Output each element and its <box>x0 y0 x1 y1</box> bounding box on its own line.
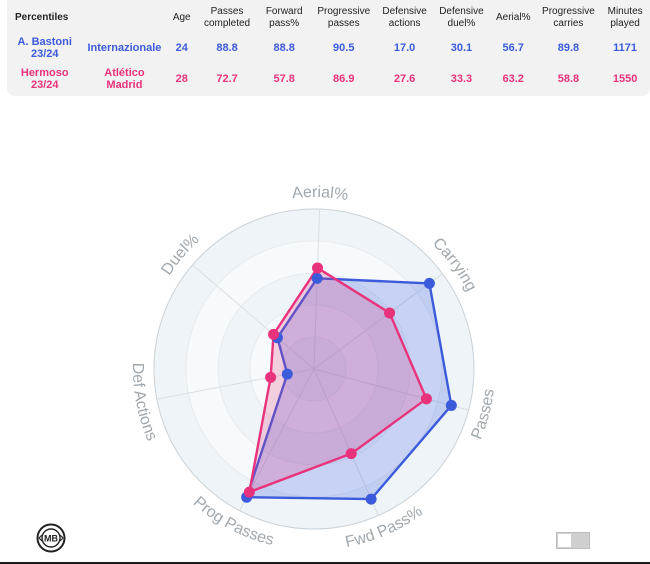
column-header: Forward pass% <box>265 6 303 29</box>
column-header: Defensive actions <box>382 6 427 29</box>
table-header-row: Percentiles Age Passes completed Forward pass… <box>7 4 650 32</box>
table-cell-passes-completed: 88.8 <box>216 41 238 54</box>
table-cell-minutes: 1171 <box>613 41 638 54</box>
radar-chart-area: Aerial% Carrying Passes Fwd Pass% Prog Passe… <box>0 100 650 564</box>
series-1-point-1 <box>384 307 396 319</box>
table-cell-progressive-passes: 90.5 <box>333 41 355 54</box>
radar-spoke <box>239 368 315 511</box>
table-cell-defensive-actions: 27.6 <box>393 72 416 85</box>
radar-spoke <box>313 273 443 370</box>
series-1-point-0 <box>312 262 324 274</box>
column-header: Progressive carries <box>542 6 595 29</box>
column-header: Passes completed <box>203 6 251 29</box>
axis-label-text: Aerial% <box>291 184 349 204</box>
table-cell-club: Atlético Madrid <box>104 66 145 91</box>
table-row: Hermoso 23/24 Atlético Madrid 28 72.7 57.8 86.9… <box>7 63 650 94</box>
table-cell-aerial: 56.7 <box>502 41 524 54</box>
series-area-1 <box>248 266 428 494</box>
radar-spoke <box>313 209 321 370</box>
table-cell-progressive-carries: 89.8 <box>557 41 580 54</box>
axis-label: Aerial% <box>291 184 349 204</box>
axis-label-text: Passes <box>468 388 497 442</box>
table-cell-defensive-duel: 33.3 <box>450 72 473 85</box>
table-cell-player: A. Bastoni 23/24 <box>17 35 72 60</box>
series-0-point-0 <box>311 272 323 284</box>
series-area-0 <box>245 277 453 501</box>
table-cell-forward-pass: 88.8 <box>273 41 295 54</box>
stats-table: Percentiles Age Passes completed Forward pass… <box>7 4 650 94</box>
axis-label: Passes <box>468 388 497 442</box>
table-cell-forward-pass: 57.8 <box>273 72 295 85</box>
view-toggle[interactable] <box>556 532 590 549</box>
column-header: Percentiles <box>15 12 69 23</box>
column-header: Age <box>172 12 191 23</box>
series-0-point-1 <box>423 277 435 289</box>
series-1-point-2 <box>420 393 432 405</box>
stats-table-card: Percentiles Age Passes completed Forward pass… <box>7 0 650 96</box>
table-cell-minutes: 1550 <box>612 72 638 85</box>
table-cell-passes-completed: 72.7 <box>216 72 238 85</box>
radar-spoke <box>313 368 469 411</box>
logo-text: MB <box>44 534 58 544</box>
series-1-point-5 <box>265 371 277 383</box>
series-1-point-3 <box>345 448 357 460</box>
radar-spoke <box>192 264 315 370</box>
radar-spoke <box>313 368 379 516</box>
bottom-divider <box>0 562 650 564</box>
table-cell-club: Internazionale <box>87 41 162 54</box>
table-cell-player: Hermoso 23/24 <box>20 66 69 91</box>
column-header <box>82 4 166 32</box>
table-cell-progressive-passes: 86.9 <box>333 72 355 85</box>
series-0-point-5 <box>281 368 293 380</box>
table-body: A. Bastoni 23/24 Internazionale 24 88.8 88.8 9… <box>7 32 650 94</box>
table-cell-age: 28 <box>175 72 188 85</box>
column-header: Minutes played <box>607 6 643 29</box>
table-cell-age: 24 <box>175 41 188 54</box>
column-header: Aerial% <box>496 12 531 23</box>
series-0-point-2 <box>445 399 457 411</box>
table-row: A. Bastoni 23/24 Internazionale 24 88.8 88.8 9… <box>7 32 650 63</box>
table-cell-progressive-carries: 58.8 <box>557 72 580 85</box>
toggle-knob[interactable] <box>558 534 571 547</box>
series-1-point-4 <box>243 486 255 498</box>
column-header: Defensive duel% <box>439 6 484 29</box>
series-1-point-6 <box>268 328 280 340</box>
series-0-point-3 <box>365 493 377 505</box>
table-cell-defensive-duel: 30.1 <box>450 41 473 54</box>
table-cell-defensive-actions: 17.0 <box>393 41 416 54</box>
table-cell-aerial: 63.2 <box>502 72 524 85</box>
radar-outer-ring <box>153 208 475 530</box>
column-header: Progressive passes <box>317 6 371 29</box>
mb-logo-icon: MB <box>36 523 66 553</box>
